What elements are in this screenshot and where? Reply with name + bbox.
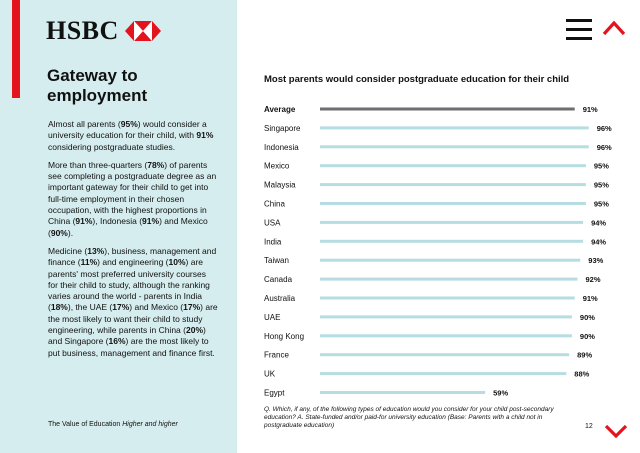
highlight-figure: 13% <box>87 245 105 256</box>
category-label: India <box>264 237 282 246</box>
bar <box>320 202 586 205</box>
value-label: 90% <box>580 313 595 322</box>
category-label: Australia <box>264 294 296 303</box>
paragraph-text: ), business, management and finance ( <box>48 245 217 268</box>
highlight-figure: 91% <box>196 130 214 141</box>
paragraph-text: ) are parents' most preferred university… <box>48 257 210 313</box>
highlight-figure: 16% <box>108 336 126 347</box>
bar <box>320 107 575 111</box>
category-label: UK <box>264 370 276 379</box>
paragraph-text: ) and Singapore ( <box>48 325 206 347</box>
bar <box>320 277 578 281</box>
footer-publication: Higher and higher <box>122 421 178 428</box>
bar <box>320 126 589 130</box>
highlight-figure: 90% <box>50 227 68 238</box>
value-label: 95% <box>594 162 609 171</box>
bar <box>320 258 581 262</box>
highlight-figure: 11% <box>80 257 98 268</box>
paragraph-text: More than three-quarters ( <box>48 159 148 170</box>
value-label: 89% <box>577 351 592 360</box>
paragraph-text: ). <box>67 227 74 238</box>
category-label: Singapore <box>264 124 301 133</box>
highlight-figure: 78% <box>147 159 165 170</box>
body-text: Almost all parents (95%) would consider … <box>48 119 218 366</box>
value-label: 95% <box>594 200 609 209</box>
bar <box>320 372 567 376</box>
highlight-figure: 91% <box>142 216 160 227</box>
highlight-figure: 17% <box>112 302 130 313</box>
highlight-figure: 17% <box>183 302 201 313</box>
paragraph-text: ), Indonesia ( <box>92 216 143 227</box>
value-label: 93% <box>588 256 603 265</box>
highlight-figure: 10% <box>168 257 186 268</box>
value-label: 88% <box>574 370 589 379</box>
value-label: 59% <box>493 389 508 398</box>
body-paragraph: Almost all parents (95%) would consider … <box>48 119 218 153</box>
value-label: 95% <box>594 181 609 190</box>
category-label: USA <box>264 218 281 227</box>
chevron-up-icon[interactable] <box>602 20 626 36</box>
accent-rule <box>12 0 20 98</box>
bar <box>320 145 589 149</box>
paragraph-text: ) are the most likely to put business, m… <box>48 336 215 358</box>
value-label: 92% <box>586 275 601 284</box>
category-label: Taiwan <box>264 256 289 265</box>
sidebar-panel <box>0 0 237 453</box>
bar <box>320 183 586 187</box>
paragraph-text: considering postgraduate studies. <box>48 141 176 152</box>
footer-prefix: The Value of Education <box>48 421 123 428</box>
highlight-figure: 95% <box>120 119 138 129</box>
bar <box>320 353 570 357</box>
value-label: 96% <box>597 143 612 152</box>
bar <box>320 315 572 319</box>
highlight-figure: 20% <box>185 325 203 336</box>
bar <box>320 391 486 394</box>
value-label: 91% <box>583 294 598 303</box>
bar <box>320 334 572 338</box>
category-label: Hong Kong <box>264 332 304 341</box>
logo-wordmark: HSBC <box>46 16 119 45</box>
paragraph-text: ) of parents see completing a postgradua… <box>48 159 217 227</box>
bar-chart: Average 91% Singapore 96% Indonesia 96% Mexico… <box>264 105 612 398</box>
chart-footnote: Q. Which, if any, of the following types… <box>264 406 554 430</box>
body-paragraph: More than three-quarters (78%) of parent… <box>48 160 218 239</box>
value-label: 91% <box>583 105 598 114</box>
category-label: Mexico <box>264 162 290 171</box>
highlight-figure: 91% <box>75 216 93 227</box>
value-label: 94% <box>591 237 606 246</box>
paragraph-text: ) and Mexico ( <box>48 216 208 238</box>
value-label: 94% <box>591 218 606 227</box>
paragraph-text: Almost all parents ( <box>48 119 121 129</box>
paragraph-text: ) and engineering ( <box>97 257 169 268</box>
chart-title: Most parents would consider postgraduate… <box>264 74 570 85</box>
paragraph-text: ) and Mexico ( <box>129 302 184 313</box>
bar <box>320 220 584 224</box>
paragraph-text: ) would consider a university education … <box>48 119 207 141</box>
category-label: France <box>264 351 289 360</box>
body-paragraph: Medicine (13%), business, management and… <box>48 246 218 359</box>
value-label: 90% <box>580 332 595 341</box>
paragraph-text: ) are the most likely to want their chil… <box>48 302 218 336</box>
hsbc-logo: HSBC <box>46 16 161 46</box>
category-label: Malaysia <box>264 181 296 190</box>
category-label: Average <box>264 105 296 114</box>
category-label: China <box>264 200 285 209</box>
category-label: UAE <box>264 313 280 322</box>
highlight-figure: 18% <box>50 302 68 313</box>
paragraph-text: Medicine ( <box>48 245 88 256</box>
page-title: Gateway to employment <box>47 66 148 105</box>
page-number: 12 <box>585 423 593 430</box>
category-label: Egypt <box>264 389 285 398</box>
paragraph-text: ), the UAE ( <box>67 302 113 313</box>
bar <box>320 164 586 168</box>
bar <box>320 296 575 300</box>
hamburger-menu-icon[interactable] <box>566 19 592 41</box>
value-label: 96% <box>597 124 612 133</box>
bar <box>320 239 584 243</box>
category-label: Indonesia <box>264 143 299 152</box>
chevron-down-icon[interactable] <box>604 423 628 439</box>
category-label: Canada <box>264 275 293 284</box>
hexagon-logo-icon <box>124 21 161 41</box>
footer-caption: The Value of Education Higher and higher <box>48 421 178 428</box>
